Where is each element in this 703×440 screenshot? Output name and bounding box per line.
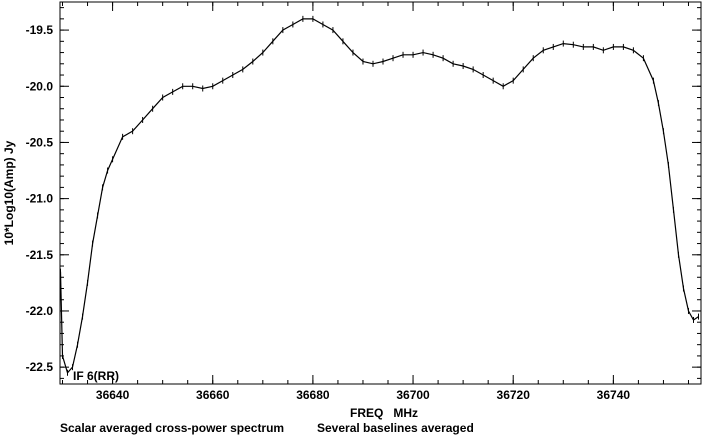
spectrum-series: [59, 15, 699, 376]
y-tick-label: -19.5: [26, 23, 54, 37]
y-tick-label: -22.5: [26, 360, 54, 374]
axis-ticks: 36640 36660 36680 36700 36720 36740 -19.5 -20.0…: [26, 2, 701, 402]
plot-frame: [59, 1, 702, 385]
y-tick-label: -22.0: [26, 304, 54, 318]
y-tick-label: -20.5: [26, 135, 54, 149]
y-axis-label: 10*Log10(Amp) Jy: [2, 140, 16, 245]
if-annotation: IF 6(RR): [73, 369, 119, 383]
footer-caption-left: Scalar averaged cross-power spectrum: [60, 421, 285, 435]
x-tick-label: 36700: [396, 388, 430, 402]
x-tick-label: 36640: [96, 388, 130, 402]
footer-caption-right: Several baselines averaged: [317, 421, 474, 435]
x-tick-label: 36720: [497, 388, 531, 402]
y-tick-label: -20.0: [26, 79, 54, 93]
x-tick-label: 36740: [597, 388, 631, 402]
x-tick-label: 36660: [196, 388, 230, 402]
x-tick-label: 36680: [296, 388, 330, 402]
series-line: [59, 18, 699, 375]
y-tick-label: -21.5: [26, 248, 54, 262]
x-axis-label: FREQ MHz: [350, 406, 418, 420]
y-tick-label: -21.0: [26, 192, 54, 206]
